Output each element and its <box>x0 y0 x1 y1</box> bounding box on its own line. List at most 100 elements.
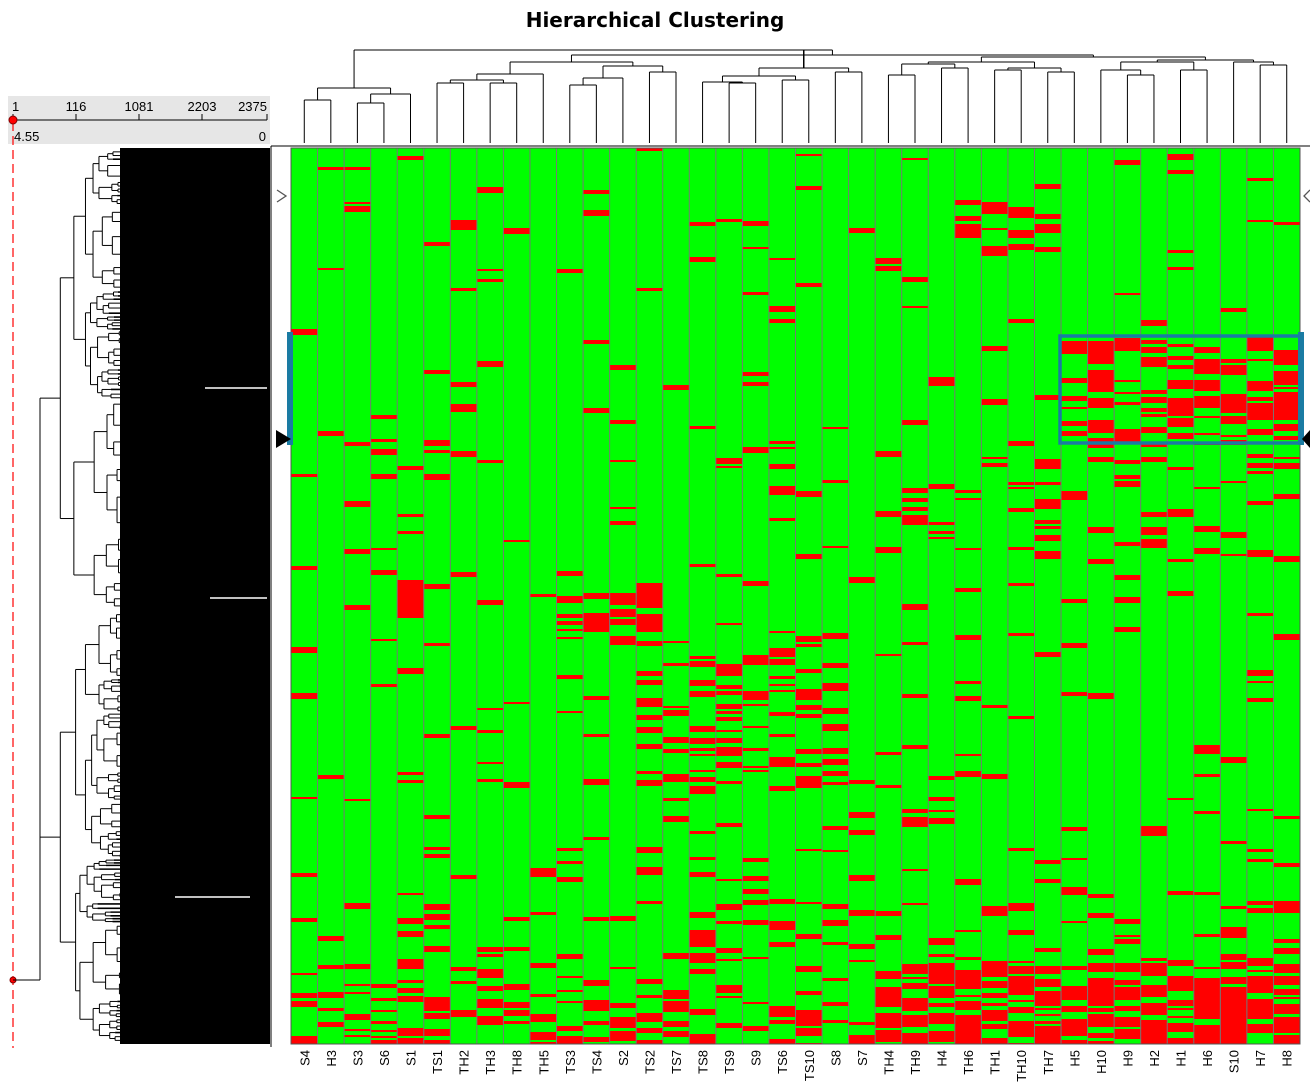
heatmap-cell <box>1246 809 1274 811</box>
heatmap-cell <box>556 596 584 599</box>
heatmap-cell <box>875 654 902 656</box>
heatmap-cell <box>1007 1023 1035 1025</box>
heatmap-cell <box>397 780 424 783</box>
heatmap-cell <box>1087 350 1115 353</box>
heatmap-cell <box>768 319 796 323</box>
heatmap-cell <box>768 492 796 495</box>
heatmap-cell <box>954 1001 982 1004</box>
heatmap-cell <box>928 986 955 989</box>
heatmap-cell <box>636 698 663 701</box>
heatmap-cell <box>1140 1030 1168 1036</box>
heatmap-cell <box>1007 970 1035 974</box>
heatmap-cell <box>609 1031 637 1036</box>
heatmap-cell <box>742 695 769 700</box>
heatmap-cell <box>1273 360 1300 365</box>
heatmap-cell <box>715 879 743 881</box>
heatmap-cell <box>1140 347 1168 353</box>
heatmap-cell <box>875 1005 902 1007</box>
heatmap-cell <box>556 1001 584 1003</box>
heatmap-cell <box>423 1001 451 1005</box>
heatmap-cell <box>689 738 716 744</box>
heatmap-cell <box>822 728 849 731</box>
column-dendrogram[interactable] <box>303 49 1288 143</box>
heatmap-cell <box>1087 347 1115 350</box>
heatmap-cell <box>1140 1039 1168 1044</box>
heatmap-cell <box>1220 359 1247 363</box>
heatmap-cell <box>1087 370 1115 375</box>
heatmap-cell <box>1273 948 1300 954</box>
heatmap-cell <box>689 935 716 941</box>
heatmap-cell <box>768 648 796 653</box>
heatmap-cell <box>1087 1024 1115 1027</box>
heatmap-cell <box>1246 348 1274 351</box>
heatmap-cell <box>503 1013 530 1016</box>
heatmap-cell <box>742 876 769 881</box>
cut-line-handle[interactable] <box>8 115 18 125</box>
heatmap-cell <box>1273 997 1300 999</box>
heatmap-cell <box>397 612 424 615</box>
heatmap-cell <box>1273 1017 1300 1023</box>
heatmap-cell <box>928 996 955 998</box>
heatmap-cell <box>1140 826 1168 831</box>
heatmap-cell <box>901 306 929 308</box>
heatmap-cell <box>397 959 424 964</box>
heatmap-cell <box>822 427 849 429</box>
heatmap-cell <box>1114 1006 1141 1011</box>
heatmap-cell <box>1061 858 1088 860</box>
heatmap-cell <box>291 1001 318 1007</box>
selection-overlay[interactable] <box>276 189 1310 448</box>
heatmap-cell <box>662 749 690 753</box>
heatmap-cell <box>556 1042 584 1044</box>
heatmap-cell <box>636 593 663 596</box>
heatmap-cell <box>1167 559 1194 562</box>
heatmap-cell <box>1114 380 1141 382</box>
heatmap-cell <box>344 1029 371 1031</box>
heatmap-cell <box>583 340 610 344</box>
heatmap-cell <box>954 970 982 973</box>
heatmap-cell <box>529 594 557 597</box>
heatmap-cell <box>1167 1008 1194 1010</box>
heatmap-cell <box>1087 1008 1115 1012</box>
heatmap-cell <box>1167 798 1194 800</box>
row-dendrogram-mass <box>120 148 270 1044</box>
heatmap-cell <box>636 628 663 632</box>
heatmap-cell <box>609 365 637 370</box>
heatmap-cell <box>1061 599 1088 603</box>
heatmap-cell <box>742 1026 769 1031</box>
heatmap-cell <box>689 1009 716 1015</box>
heatmap-cell <box>715 959 743 961</box>
heatmap-cell <box>370 1021 398 1024</box>
heatmap-cell <box>556 877 584 882</box>
heatmap-cell <box>1220 954 1247 960</box>
row-dendrogram[interactable] <box>13 148 270 1044</box>
heatmap-cell <box>476 460 504 463</box>
heatmap-cell <box>1273 939 1300 943</box>
heatmap-cell <box>1273 436 1300 440</box>
heatmap-cell <box>1061 1019 1088 1024</box>
distance-scale[interactable]: 1 116 1081 2203 2375 4.55 0 <box>12 99 268 144</box>
heatmap-cell <box>768 447 796 449</box>
heatmap-cell <box>822 683 849 685</box>
heatmap-cell <box>795 784 823 788</box>
heatmap-cell <box>1034 554 1062 559</box>
heatmap-cell <box>715 921 743 924</box>
heatmap-cell <box>875 451 902 457</box>
heatmap-cell <box>1193 402 1221 408</box>
heatmap-grid[interactable] <box>270 145 1310 1047</box>
heatmap-cell <box>954 200 982 205</box>
heatmap-cell <box>954 216 982 221</box>
heatmap-cell <box>795 966 823 972</box>
heatmap-cell <box>1220 990 1247 992</box>
heatmap-cell <box>450 222 477 224</box>
heatmap-cell <box>476 954 504 957</box>
heatmap-cell <box>1114 475 1141 479</box>
heatmap-cell <box>1193 774 1221 777</box>
heatmap-cell <box>1246 970 1274 972</box>
heatmap-cell <box>291 693 318 699</box>
heatmap-cell <box>1061 491 1088 496</box>
heatmap-cell <box>397 599 424 602</box>
heatmap-cell <box>901 972 929 974</box>
heatmap-cell <box>1087 984 1115 989</box>
heatmap-cell <box>1273 978 1300 980</box>
heatmap-cell <box>583 734 610 737</box>
